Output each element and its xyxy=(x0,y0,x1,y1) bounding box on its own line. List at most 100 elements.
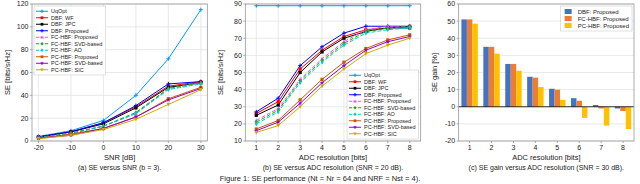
y-tick-label: 50 xyxy=(234,69,242,76)
legend-label: FC-HBF: AO xyxy=(364,111,396,117)
x-axis-label: ADC resolution [bits] xyxy=(512,153,580,162)
x-tick-label: 1 xyxy=(468,144,472,151)
point xyxy=(298,64,302,68)
point xyxy=(299,67,302,70)
point xyxy=(386,27,389,32)
legend: DBF: ProposedFC-HBF: ProposedPC-HBF: Pro… xyxy=(561,6,632,31)
legend-marker xyxy=(41,48,44,52)
point xyxy=(199,88,203,92)
point xyxy=(386,44,390,48)
y-tick-label: 30 xyxy=(234,103,242,110)
legend-label: PC-HBF: SVD-based xyxy=(364,124,416,130)
point xyxy=(167,87,170,92)
plot-background xyxy=(245,4,420,141)
point xyxy=(298,101,303,105)
point xyxy=(320,4,324,8)
y-tick-label: -10 xyxy=(445,120,455,127)
point xyxy=(254,131,258,135)
point xyxy=(277,103,280,106)
bar xyxy=(538,87,543,107)
x-tick-label: 20 xyxy=(164,144,172,151)
legend-label: DBF: WF xyxy=(51,15,74,21)
legend-label: PC-HBF: SVD-based xyxy=(51,60,103,66)
legend-marker xyxy=(40,29,43,32)
legend-marker xyxy=(353,100,356,103)
legend-marker xyxy=(353,93,356,96)
point xyxy=(69,134,73,138)
legend-marker xyxy=(353,125,357,129)
point xyxy=(69,132,72,137)
point xyxy=(37,135,40,140)
bar xyxy=(489,47,494,107)
x-tick-label: 6 xyxy=(577,144,581,151)
y-axis-label: SE gain [%] xyxy=(430,53,439,92)
x-tick-label: 2 xyxy=(490,144,494,151)
legend-swatch xyxy=(565,23,572,28)
x-tick-label: 2 xyxy=(276,144,280,151)
y-tick-label: 20 xyxy=(447,69,455,76)
y-tick-label: 10 xyxy=(234,137,242,144)
x-tick-label: 3 xyxy=(298,144,302,151)
figure-caption: Figure 1: SE performance (Nt = Nr = 64 a… xyxy=(220,174,421,183)
point xyxy=(255,114,258,117)
point xyxy=(364,4,368,8)
bar xyxy=(527,77,532,107)
series-line xyxy=(38,83,200,138)
bar xyxy=(626,107,631,129)
point xyxy=(254,4,258,8)
legend-label: PC-HBF: Proposed xyxy=(51,54,98,60)
legend-marker xyxy=(40,36,43,39)
legend-line xyxy=(36,24,48,25)
legend-marker xyxy=(354,87,357,90)
point xyxy=(321,60,324,65)
data-group xyxy=(254,4,412,134)
series-line xyxy=(38,83,200,137)
y-tick-label: 40 xyxy=(234,86,242,93)
legend-marker xyxy=(353,132,356,135)
point xyxy=(342,43,345,48)
point xyxy=(386,4,390,8)
y-tick-label: 120 xyxy=(17,0,29,7)
bar xyxy=(494,54,499,107)
legend-marker xyxy=(41,23,44,26)
grid-line xyxy=(256,4,257,141)
point xyxy=(276,96,280,100)
point xyxy=(386,39,391,43)
plot-frame xyxy=(245,4,420,141)
subplot-title: (b) SE versus ADC resolution (SNR = 20 d… xyxy=(263,164,404,172)
y-tick-label: 60 xyxy=(447,0,455,7)
legend-label: FC-HBF: Proposed xyxy=(51,34,98,40)
x-tick-label: -10 xyxy=(66,144,76,151)
legend-marker xyxy=(40,61,44,65)
legend-marker xyxy=(41,55,44,58)
point xyxy=(298,4,302,8)
bar xyxy=(472,24,477,107)
panel: 020406080100120-20-100102030SNR [dB]SE [… xyxy=(3,0,207,172)
series-line xyxy=(38,83,200,138)
point xyxy=(408,37,412,41)
point xyxy=(364,24,368,28)
point xyxy=(166,82,170,86)
point xyxy=(166,57,170,61)
legend-label: DBF: JPC xyxy=(51,21,75,27)
point xyxy=(342,63,347,67)
data-group xyxy=(461,19,631,129)
point xyxy=(298,105,302,109)
bar xyxy=(467,19,472,106)
point xyxy=(342,67,346,71)
legend-line xyxy=(349,120,361,121)
point xyxy=(134,93,138,97)
bar xyxy=(571,98,576,107)
legend-label: UqOpt xyxy=(364,72,380,78)
legend-label: FC-HBF: SVD-based xyxy=(364,105,415,111)
legend-line xyxy=(349,81,361,82)
point xyxy=(277,100,280,103)
x-tick-label: 30 xyxy=(197,144,205,151)
bar xyxy=(533,78,538,107)
legend-marker xyxy=(354,80,357,83)
legend-marker xyxy=(41,16,44,19)
point xyxy=(37,135,40,140)
point xyxy=(36,137,40,141)
legend-label: DBF: Proposed xyxy=(578,9,619,15)
y-axis-label: SE [bits/s/Hz] xyxy=(3,50,12,95)
